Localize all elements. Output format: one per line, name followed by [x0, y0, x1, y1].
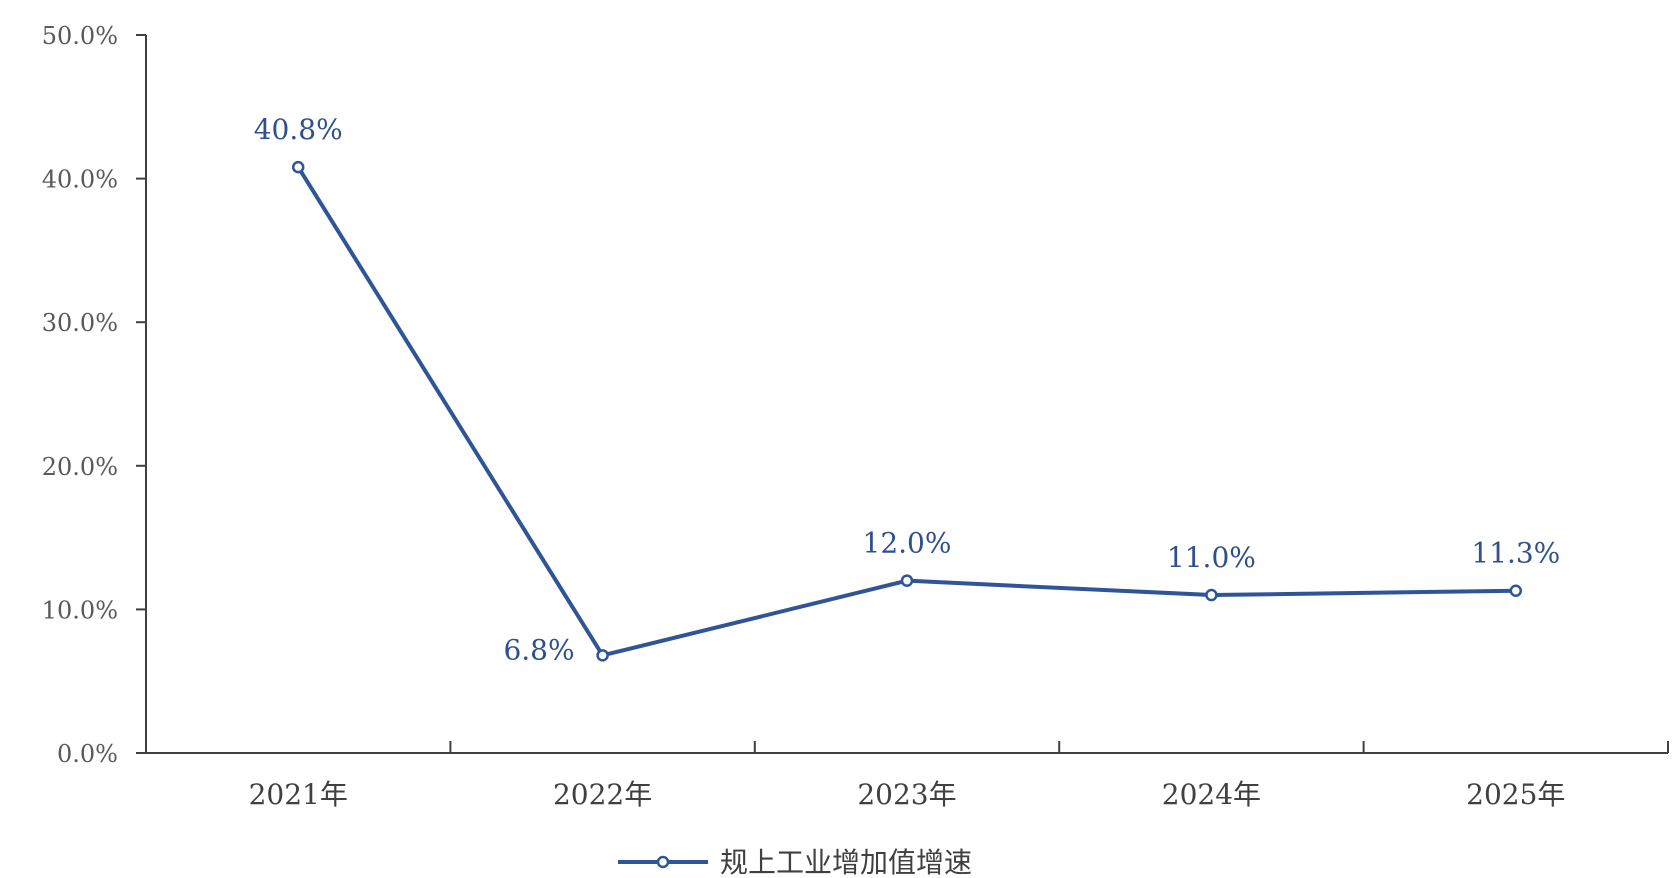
- legend-label: 规上工业增加值增速: [720, 846, 972, 878]
- data-point: [1509, 584, 1523, 597]
- legend-marker: [656, 855, 670, 869]
- y-tick-label: 20.0%: [42, 453, 118, 481]
- data-label: 6.8%: [503, 633, 574, 666]
- x-category-label: 2024年: [1162, 778, 1261, 811]
- data-point: [291, 160, 305, 174]
- x-category-label: 2022年: [553, 778, 652, 811]
- y-tick-label: 0.0%: [57, 740, 118, 768]
- y-tick-label: 40.0%: [42, 166, 118, 194]
- y-axis: 0.0% 10.0% 20.0% 30.0% 40.0% 50.0%: [42, 22, 147, 768]
- legend: 规上工业增加值增速: [618, 846, 972, 878]
- series: 40.8% 6.8% 12.0% 11.0% 11.3%: [254, 113, 1561, 666]
- data-label: 40.8%: [254, 113, 343, 146]
- data-point: [900, 574, 914, 587]
- data-label: 12.0%: [863, 527, 952, 560]
- x-category-label: 2021年: [249, 778, 348, 811]
- x-axis: 2021年 2022年 2023年 2024年 2025年: [146, 741, 1669, 811]
- y-tick-label: 30.0%: [42, 309, 118, 337]
- data-label: 11.3%: [1471, 537, 1560, 570]
- y-tick-label: 10.0%: [42, 596, 118, 624]
- x-category-label: 2023年: [857, 778, 956, 811]
- data-label: 11.0%: [1167, 541, 1256, 574]
- y-tick-label: 50.0%: [42, 22, 118, 50]
- data-point: [596, 649, 609, 662]
- data-point: [1205, 588, 1218, 602]
- x-category-label: 2025年: [1466, 778, 1565, 811]
